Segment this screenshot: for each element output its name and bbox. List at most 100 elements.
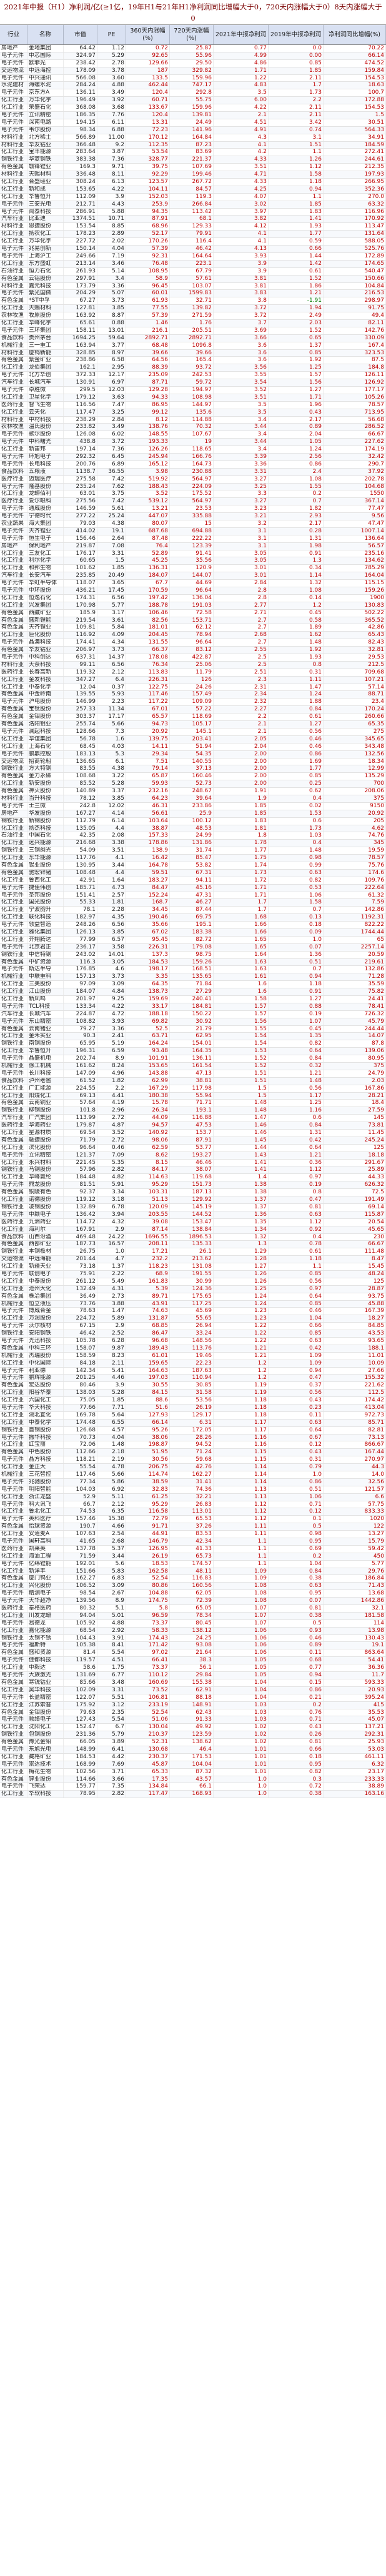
table-row[interactable]: 有色金属 洛阳钼业 255.74 5.66 94.73 105.17 2.1 1.27 65.3… <box>0 721 386 729</box>
table-row[interactable]: 机械行业 杰瑞股份 158.59 8.23 61.01 19.46 1.21 1.09 11.0… <box>0 1352 386 1360</box>
table-row[interactable]: 电子元件 京东方A 136.11 3.49 120.4 292.8 3.5 1.73 100.7 <box>0 89 386 97</box>
table-row[interactable]: 化工行业 万华化学 196.49 3.92 60.71 55.75 6.00 2.2 172.8… <box>0 97 386 105</box>
table-row[interactable]: 化工行业 合盛硅业 308.24 6.13 123.57 267.72 4.33 1.18 26… <box>0 179 386 186</box>
table-row[interactable]: 电子元件 三环集团 158.11 13.01 216.1 205.51 3.69 1.52 14… <box>0 327 386 335</box>
header-2021h1-profit[interactable]: 2021年中报净利润 <box>214 25 269 44</box>
table-row[interactable]: 化工行业 永兴材料 221.45 5.35 8.15 46.46 1.41 0.36 291.6… <box>0 1159 386 1167</box>
table-row[interactable]: 化工行业 江山股份 184.07 4.84 138.73 27.29 1.6 0.91 75.8… <box>0 988 386 996</box>
table-row[interactable]: 医药行业 华海药业 179.87 4.87 94.57 47.53 1.46 0.84 73.8… <box>0 1122 386 1130</box>
table-row[interactable]: 钢铁行业 太钢不锈 104.43 3.91 174.43 24.25 1.06 0.46 130… <box>0 1634 386 1643</box>
table-row[interactable]: 化工行业 新和成 153.65 4.22 104.11 84.57 4.25 0.94 352.… <box>0 186 386 194</box>
table-row[interactable]: 钢铁行业 包钢股份 231.36 5.79 210.37 123.59 1.02 0.26 29… <box>0 1731 386 1739</box>
table-row[interactable]: 电子元件 兆易创新 150.14 4.04 57.39 46.42 4.13 0.66 525.… <box>0 246 386 253</box>
table-row[interactable]: 电子元件 博威合金 78.63 1.47 74.63 45.69 1.23 0.46 167.3… <box>0 1308 386 1316</box>
table-row[interactable]: 房地产 华发股份 167.27 4.14 56.61 25.9 1.85 1.53 20.92 <box>0 810 386 818</box>
table-row[interactable]: 化工行业 恒逸石化 174.31 6.56 197.42 136.04 2.8 0.14 190… <box>0 594 386 602</box>
table-row[interactable]: 有色金属 锡业股份 130.95 3.44 164.78 53.82 1.74 0.99 75.… <box>0 862 386 870</box>
table-row[interactable]: 化工行业 巨化股份 116.92 4.09 204.45 78.94 2.68 1.62 65.… <box>0 632 386 640</box>
table-row[interactable]: 医药行业 泰格医药 80.32 5.1 5.8 65.05 1.07 0.81 32.1 <box>0 1605 386 1613</box>
table-row[interactable]: 电子元件 歌尔股份 126.08 6.02 148.55 107.67 3.4 2.04 66.… <box>0 431 386 439</box>
table-row[interactable]: 电子元件 中环股份 436.21 17.45 170.59 96.64 2.8 1.08 159… <box>0 587 386 595</box>
table-row[interactable]: 有色金属 云南铜业 57.64 4.19 15.78 71.71 1.48 1.25 18.4 <box>0 1100 386 1108</box>
table-row[interactable]: 有色金属 赣锋锂业 169.3 9.71 39.75 107.69 3.51 1.12 212.… <box>0 164 386 172</box>
table-row[interactable]: 钢铁行业 华菱钢铁 383.38 7.36 328.77 221.37 4.33 1.26 24… <box>0 156 386 164</box>
header-360d-change[interactable]: 360天内涨幅(%) <box>126 25 170 44</box>
table-row[interactable]: 电子元件 宁德时代 277.22 25.24 447.07 335.88 3.21 2.93 9… <box>0 513 386 520</box>
table-row[interactable]: 电子元件 中科创达 637.31 14.37 178.08 422.87 2.5 1.93 29… <box>0 654 386 662</box>
table-row[interactable]: 化工行业 新疆天业 73.18 1.37 118.23 131.08 1.27 1.1 15.4… <box>0 1263 386 1271</box>
table-row[interactable]: 电子元件 沃尔核材 67.15 2.9 68.85 26.94 1.22 0.66 84.85 <box>0 1323 386 1331</box>
table-row[interactable]: 食品饮料 五粮液 1138.7 36.55 3.98 230.88 3.31 2.4 37.92 <box>0 468 386 476</box>
table-row[interactable]: 有色金属 西藏矿业 185.9 3.17 106.46 72.58 2.71 0.45 502.… <box>0 609 386 617</box>
table-row[interactable]: 钢铁行业 中信特钢 243.02 14.01 137.3 98.75 1.64 1.36 20.… <box>0 951 386 959</box>
table-row[interactable]: 电子元件 顺络电子 127.43 5.54 51.06 91.33 1.03 0.71 45.0… <box>0 1716 386 1724</box>
table-row[interactable]: 材料行业 北方稀土 566.89 11.00 170.12 164.84 4.3 3.1 34.… <box>0 134 386 142</box>
table-row[interactable]: 化工行业 华鲁恒升 112.09 3.9 152.03 119.3 4.07 1.1 270.0 <box>0 193 386 201</box>
table-row[interactable]: 化工行业 嘉化能源 68.54 2.92 58.33 138.12 1.06 0.93 13.9… <box>0 1627 386 1635</box>
table-row[interactable]: 农业蔬果 海大集团 79.03 4.38 80.07 15 3.2 2.17 47.47 <box>0 520 386 528</box>
table-row[interactable]: 有色金属 盛和资源 81.4 5.54 97.02 21.64 1.06 0.11 863.64 <box>0 1649 386 1658</box>
table-row[interactable]: 电子元件 闻泰科技 286.91 5.88 94.35 113.42 3.97 1.83 116… <box>0 208 386 216</box>
table-row[interactable]: 材料行业 天赐材料 336.48 8.11 92.29 199.46 4.71 1.58 197… <box>0 171 386 179</box>
table-row[interactable]: 材料行业 当升科技 78.12 3.85 64.23 39.64 1.9 0.4 375 <box>0 795 386 803</box>
header-market-cap[interactable]: 市值 <box>64 25 97 44</box>
table-row[interactable]: 电子元件 恒生电子 156.46 2.64 87.48 222.22 3.1 1.31 136.… <box>0 535 386 543</box>
table-row[interactable]: 电子元件 联创电子 75.91 2.22 68.9 191.55 1.26 0.85 48.24 <box>0 1270 386 1278</box>
table-row[interactable]: 电子元件 捷佳伟创 185.71 4.73 84.47 45.16 1.71 0.53 222.… <box>0 884 386 892</box>
table-row[interactable]: 化工行业 诺德股份 119.12 3.18 51.13 129.92 1.37 0.47 191… <box>0 1196 386 1204</box>
table-row[interactable]: 电子元件 通威股份 146.59 5.61 13.21 23.53 3.23 1.82 77.4… <box>0 505 386 514</box>
table-row[interactable]: 化工行业 滨化股份 96.64 0.46 62.59 53.77 1.44 0.64 125 <box>0 1144 386 1152</box>
table-row[interactable]: 电子元件 佳都科技 119.57 4.51 66.41 38.3 1.05 0.68 54.41 <box>0 1657 386 1665</box>
table-row[interactable]: 电子元件 鹏辉能源 201.25 4.46 197.03 110.94 1.2 0.47 155… <box>0 1375 386 1383</box>
table-row[interactable]: 有色金属 盛新锂能 219.54 3.61 82.56 153.71 2.7 0.58 365.… <box>0 617 386 625</box>
table-row[interactable]: 化工行业 龙佰集团 162.1 2.95 88.39 93.72 3.56 1.25 184.8 <box>0 364 386 372</box>
table-row[interactable]: 电子元件 华虹半导体 118.07 3.65 67.7 44.69 2.84 1.32 115.… <box>0 580 386 588</box>
table-row[interactable]: 有色金属 云铝股份 297.91 3.4 58.9 57.61 3.81 1.52 150.66 <box>0 275 386 283</box>
table-row[interactable]: 电子元件 紫光国微 204.29 5.07 60.01 1599.83 3.83 1.21 21… <box>0 290 386 298</box>
table-row[interactable]: 电子元件 斯达半导 176.85 4.6 198.17 168.51 1.63 0.7 132.… <box>0 966 386 974</box>
table-row[interactable]: 农林牧渔 牧原股份 163.92 8.87 57.39 271.59 3.72 2.49 49.… <box>0 312 386 320</box>
table-row[interactable]: 化工行业 宁波韵升 78.1 2.28 34.45 87.44 1.7 0.7 142.86 <box>0 907 386 915</box>
table-row[interactable]: 化工行业 鲁北化工 74.53 6.35 116.58 113.01 1.12 0.12 833… <box>0 1508 386 1516</box>
table-row[interactable]: 有色金属 金钼股份 303.37 17.17 65.57 118.69 2.2 0.61 260… <box>0 714 386 722</box>
table-row[interactable]: 机械行业 三一重工 163.94 3.77 68.48 1096.8 3.6 1.37 167.… <box>0 342 386 350</box>
table-row[interactable]: 电子元件 振华科技 70.73 4.04 38.06 28.26 1.16 0.67 73.13 <box>0 1434 386 1442</box>
table-row[interactable]: 化工行业 华峰氨纶 184.48 4.82 114.63 119.68 1.4 0.97 44.… <box>0 1174 386 1182</box>
table-row[interactable]: 有色金属 金力永磁 108.68 3.22 65.87 160.46 2.00 0.85 135… <box>0 773 386 781</box>
table-row[interactable]: 有色金属 中矿资源 116.3 3.05 184.53 159.26 1.63 0.51 219… <box>0 958 386 967</box>
table-row[interactable]: 有色金属 宝钛股份 257.33 11.34 67.01 57.22 2.27 0.84 170… <box>0 706 386 714</box>
table-row[interactable]: 化工行业 新宙邦 197.14 7.36 126.26 118.65 3.4 1.24 174.… <box>0 446 386 454</box>
table-row[interactable]: 电子元件 东旭光电 148.99 6.41 130.68 46.4 1.01 0.66 53.0… <box>0 1746 386 1754</box>
table-row[interactable]: 电子元件 明阳智能 104.03 6.92 32.83 74.36 1.13 0.51 121.… <box>0 1486 386 1494</box>
table-row[interactable]: 有色金属 神火股份 140.89 3.37 232.16 248.67 1.91 0.62 20… <box>0 788 386 795</box>
table-row[interactable]: 化工行业 沈阳化工 152.47 6.7 130.04 49.92 1.02 0.43 137.… <box>0 1724 386 1732</box>
table-row[interactable]: 钢铁行业 柳钢股份 101.8 2.96 26.34 193.1 1.48 1.16 27.59 <box>0 1107 386 1115</box>
table-row[interactable]: 水泥建材 海螺水泥 284.24 4.88 462.44 747.17 4.83 1.7 18.… <box>0 82 386 90</box>
header-profit-growth[interactable]: 净利润同比增幅(%) <box>324 25 386 44</box>
table-row[interactable]: 电子元件 长电科技 200.76 6.89 165.12 164.73 3.36 0.86 29… <box>0 460 386 469</box>
table-row[interactable]: 电子元件 天华超净 139.56 8.9 174.75 72.39 1.08 0.07 1442… <box>0 1598 386 1606</box>
table-row[interactable]: 机械行业 恒立液压 73.76 3.88 43.91 117.25 1.24 0.85 45.8… <box>0 1300 386 1308</box>
table-row[interactable]: 有色金属 寒锐钴业 85.66 3.48 160.69 155.38 1.04 0.15 593… <box>0 1679 386 1687</box>
table-row[interactable]: 电子元件 士兰微 242.8 12.02 46.31 233.86 1.85 0.02 9150 <box>0 802 386 810</box>
table-row[interactable]: 材料行业 厦钨新能 328.85 8.97 39.66 39.66 3.6 0.85 323.5… <box>0 349 386 357</box>
table-row[interactable]: 有色金属 厦门钨业 162.27 6.83 52.54 116.83 1.09 0.38 186… <box>0 1575 386 1583</box>
table-row[interactable]: 食品饮料 贵州茅台 1694.25 59.64 2892.71 2892.71 3.66 0.… <box>0 334 386 342</box>
table-row[interactable]: 机械行业 中联重科 157.13 3.73 3.35 135.65 1.61 0.94 71.2… <box>0 973 386 982</box>
table-row[interactable]: 电子元件 中颖电子 136.42 3.94 203.55 144.52 1.36 0.63 11… <box>0 1211 386 1219</box>
table-row[interactable]: 化工行业 新凤鸣 201.97 9.25 159.69 240.41 1.58 1.27 24.… <box>0 996 386 1003</box>
table-row[interactable]: 汽车行业 广汽集团 113.99 2.72 44.09 116.88 1.47 0.6 145 <box>0 1115 386 1123</box>
table-row[interactable]: 化工行业 兴化股份 106.52 3.09 80.86 160.56 1.08 0.63 71.… <box>0 1583 386 1591</box>
table-row[interactable]: 电子元件 澜起科技 128.66 7.3 20.92 145.1 2.1 0.56 275 <box>0 728 386 736</box>
table-row[interactable]: 电子元件 沪电股份 146.99 2.23 117.22 109.09 2.32 1.88 23… <box>0 699 386 707</box>
table-row[interactable]: 材料行业 天奈科技 99.11 6.56 76.34 25.06 2.5 0.8 212.5 <box>0 661 386 669</box>
table-row[interactable]: 汽车行业 长安汽车 235.85 20.49 184.07 144.07 3.01 1.14 1… <box>0 572 386 580</box>
table-row[interactable]: 化工行业 宝丰能源 283.64 3.87 53.54 83.69 4.2 1.1 272.41 <box>0 149 386 157</box>
table-row[interactable]: 电子元件 韦尔股份 98.34 6.88 72.23 141.96 4.91 0.74 564.… <box>0 126 386 134</box>
table-row[interactable]: 化工行业 齐翔腾达 77.99 6.57 95.45 82.72 1.65 1.0 65 <box>0 936 386 944</box>
table-row[interactable]: 化工行业 联化科技 182.97 4.35 190.46 69.75 1.68 0.13 119… <box>0 914 386 922</box>
table-row[interactable]: 交运物流 招商轮船 136.65 6.1 7.51 140.55 2.00 1.69 18.34 <box>0 758 386 766</box>
table-row[interactable]: 电子元件 立讯精密 121.37 7.09 8.62 193.27 1.43 1.21 18.1… <box>0 1151 386 1160</box>
table-row[interactable]: 化工行业 兴发集团 170.98 5.77 188.78 191.03 2.77 1.2 130… <box>0 602 386 610</box>
table-row[interactable]: 化工行业 阳谷华泰 138.03 5.28 84.15 31.58 1.19 0.56 112.… <box>0 1390 386 1398</box>
